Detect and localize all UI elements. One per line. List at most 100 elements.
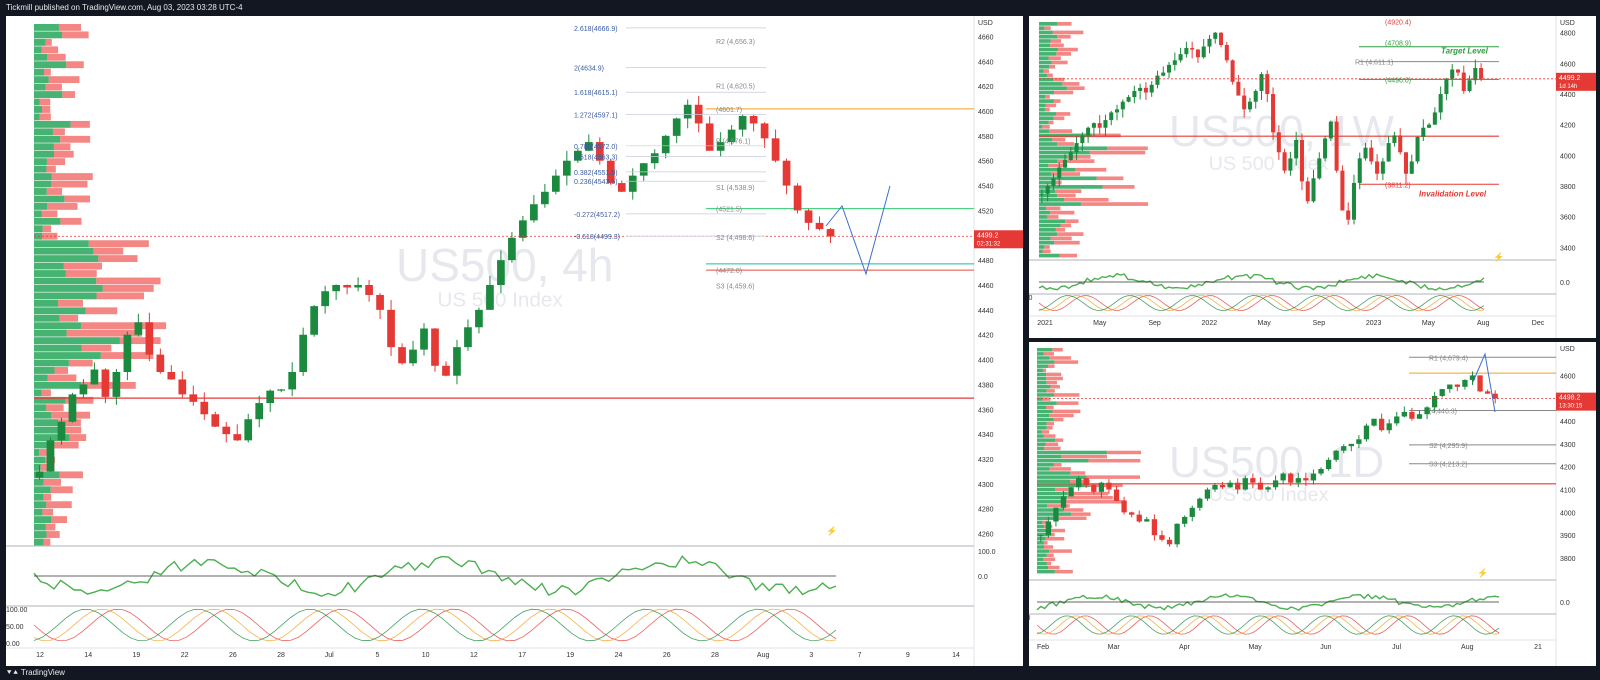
candle-body [1138, 87, 1143, 91]
candle-body [1438, 94, 1443, 113]
volume-profile-sell [1086, 475, 1140, 479]
x-tick-label: 14 [84, 652, 92, 659]
volume-profile-sell [1042, 520, 1048, 525]
candle-body [310, 306, 318, 335]
candle-body [1227, 482, 1233, 488]
volume-profile-buy [1039, 112, 1056, 116]
watermark-subtitle: US 500 Index [1209, 484, 1329, 506]
volume-profile-sell [1051, 172, 1081, 176]
y-tick-label: 3600 [1560, 215, 1576, 222]
y-tick-label: 4260 [978, 532, 994, 539]
volume-profile-sell [1052, 137, 1066, 142]
candle-body [1348, 443, 1354, 447]
volume-profile-sell [1053, 116, 1065, 121]
volume-profile-sell [1046, 561, 1052, 566]
candle-body [1334, 121, 1339, 171]
x-tick-label: 26 [229, 652, 237, 659]
volume-profile-sell [1042, 397, 1051, 401]
volume-profile-buy [34, 76, 49, 84]
volume-profile-sell [1050, 210, 1075, 215]
volume-profile-buy [1039, 56, 1049, 61]
volume-profile-sell [1053, 99, 1061, 103]
candle-body [716, 142, 725, 151]
volume-profile-buy [34, 307, 86, 315]
candle-body [1259, 74, 1264, 91]
fib-label: 0.618(4563.3) [574, 155, 618, 162]
candle-body [1098, 482, 1105, 492]
rsi-tick-label: 0.0 [978, 574, 988, 581]
volume-profile-sell [1042, 368, 1047, 373]
volume-profile-buy [34, 322, 81, 330]
candle-body [749, 115, 758, 124]
candle-body [464, 327, 472, 348]
volume-profile-sell [51, 173, 93, 180]
volume-profile-buy [34, 188, 47, 195]
candle-body [1288, 473, 1294, 483]
stoch-line [1038, 295, 1485, 311]
candle-body [804, 210, 813, 223]
volume-profile-buy [34, 180, 51, 188]
candle-body [1479, 67, 1484, 79]
candle-body [1303, 478, 1309, 481]
candle-body [530, 204, 538, 221]
watermark-subtitle: US 500 Index [437, 288, 563, 311]
candle-body [519, 220, 527, 238]
volume-profile-buy [34, 359, 69, 367]
candle-body [1318, 468, 1324, 474]
projection-path [825, 185, 891, 276]
volume-profile-buy [1039, 253, 1060, 258]
volume-profile-sell [43, 478, 61, 486]
x-tick-label: 22 [181, 652, 189, 659]
candle-body [431, 328, 439, 366]
x-tick-label: May [1257, 320, 1271, 327]
volume-profile-sell [63, 262, 102, 270]
volume-profile-sell [1055, 438, 1064, 442]
volume-profile-sell [1054, 360, 1079, 364]
volume-profile-sell [1044, 245, 1050, 249]
candle-body [1039, 193, 1044, 195]
pivot-label: (4601.7) [716, 107, 742, 114]
volume-profile-buy [34, 471, 60, 479]
rsi-tick-label: 100.0 [978, 549, 996, 556]
x-tick-label: Feb [1037, 644, 1049, 651]
volume-profile-buy [1037, 417, 1054, 422]
candle-body [1272, 480, 1279, 488]
candle-body [1351, 182, 1356, 220]
stoch-tick-label: 0.00 [6, 641, 20, 648]
candle-body [1083, 478, 1089, 485]
y-tick-label: 3900 [1560, 533, 1576, 540]
currency-label: USD [1560, 20, 1575, 27]
candle-body [552, 175, 560, 192]
volume-profile-sell [1061, 454, 1108, 459]
volume-profile-buy [1039, 137, 1053, 142]
candle-body [1045, 185, 1050, 194]
candle-body [200, 401, 209, 415]
volume-profile-sell [39, 113, 51, 121]
x-tick-label: 2022 [1202, 320, 1218, 327]
candle-body [57, 421, 66, 441]
volume-profile-buy [34, 240, 89, 248]
volume-profile-sell [1047, 504, 1070, 508]
volume-profile-sell [1043, 557, 1056, 562]
candle-body [1473, 67, 1478, 81]
candle-body [1469, 375, 1476, 380]
fib-label: -0.618(4499.3) [574, 234, 620, 241]
candle-body [1132, 90, 1137, 98]
candle-body [1328, 121, 1333, 139]
volume-profile-sell [1059, 253, 1077, 258]
volume-profile-buy [1037, 405, 1046, 410]
volume-profile-buy [1037, 384, 1051, 389]
volume-profile-sell [1046, 73, 1053, 78]
candle-body [1062, 159, 1068, 168]
volume-profile-sell [51, 441, 79, 449]
candle-body [134, 322, 143, 335]
chart-panel-4h[interactable]: US500, 4h US 500 Index 4660 4640 4620 4600 458… [6, 16, 1023, 666]
candle-body [1086, 127, 1091, 136]
chart-panel-1w[interactable]: US500, 1W US 500 Index 4800 4600 4400 4200 400… [1029, 16, 1596, 338]
candle-body [1114, 109, 1120, 113]
candle-body [365, 285, 373, 295]
fib-label: 0.382(4551.0) [574, 170, 618, 177]
y-tick-label: 4600 [1560, 373, 1576, 380]
candle-body [1207, 38, 1212, 47]
